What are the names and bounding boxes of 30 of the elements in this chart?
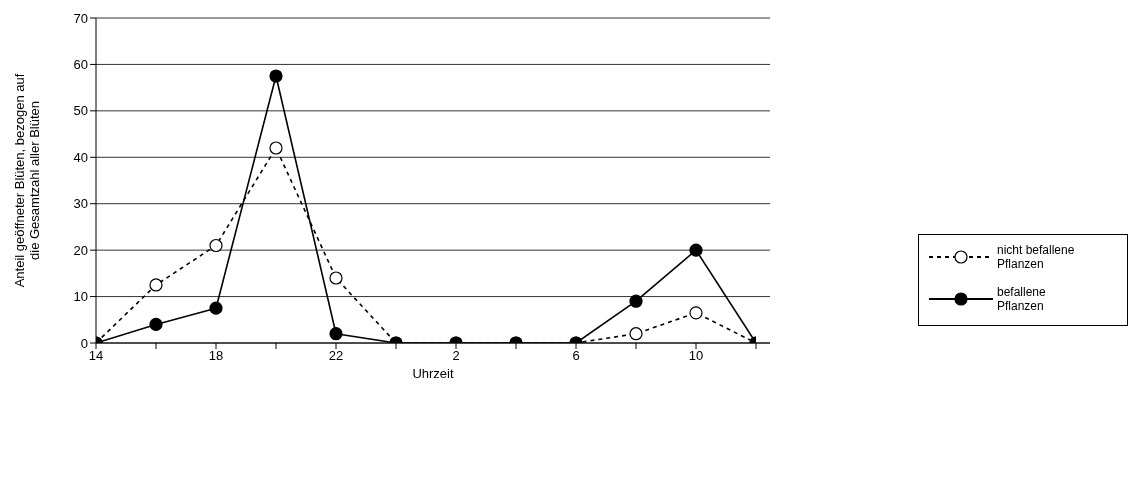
point: [629, 327, 643, 341]
point: [209, 301, 223, 315]
x-tick-label: 2: [452, 348, 460, 364]
y-tick-label: 10: [73, 289, 88, 305]
point: [689, 306, 703, 320]
x-tick-label: 14: [88, 348, 104, 364]
point: [329, 271, 343, 285]
y-tick-label: 50: [73, 103, 88, 119]
point: [269, 69, 283, 83]
x-tick-label: 18: [208, 348, 224, 364]
point: [149, 278, 163, 292]
y-tick-label: 30: [73, 196, 88, 212]
text: nicht befallene Pflanzen: [997, 243, 1076, 271]
x-tick-label: 22: [328, 348, 344, 364]
x-tick-label: 6: [572, 348, 580, 364]
point: [269, 141, 283, 155]
y-tick-label: 40: [73, 149, 88, 165]
x-axis-title: Uhrzeit: [412, 366, 454, 382]
point: [149, 317, 163, 332]
y-tick-label: 20: [73, 242, 88, 258]
x-tick-label: 10: [688, 348, 704, 364]
point: [629, 294, 643, 308]
point: [209, 238, 223, 253]
y-tick-label: 70: [73, 10, 88, 26]
y-tick-label: 0: [80, 335, 88, 351]
point: [689, 243, 703, 257]
text: befallene Pflanzen: [997, 285, 1047, 313]
y-tick-label: 60: [73, 57, 88, 73]
point: [329, 327, 343, 341]
y-axis-title: Anteil geöffneter Blüten, bezogen auf die Gesamtzahl aller Blüten: [12, 73, 42, 288]
